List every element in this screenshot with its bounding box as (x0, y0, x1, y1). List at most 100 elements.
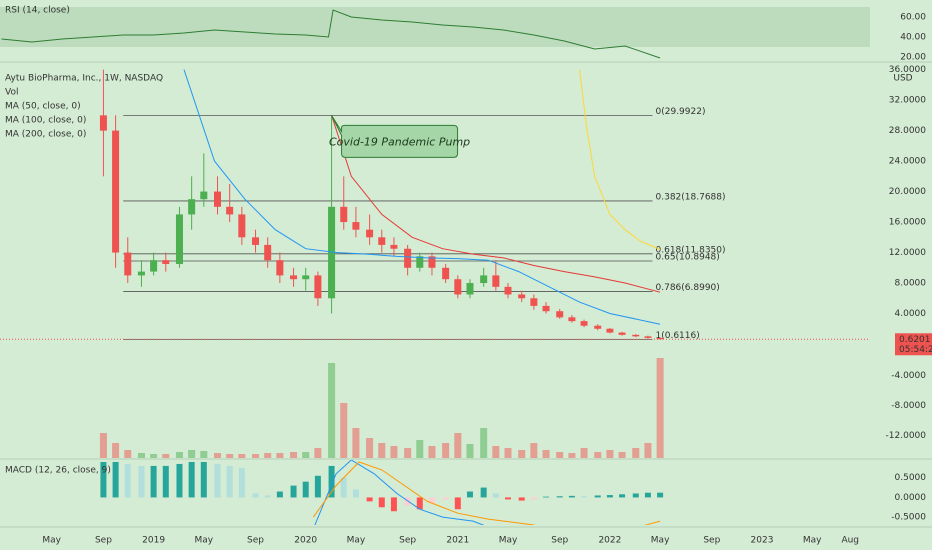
macd-bar (581, 496, 588, 498)
volume-bar (556, 452, 564, 458)
candle-body (504, 286, 512, 295)
fib-label: 0.618(11.8350) (656, 245, 726, 255)
macd-bar (238, 467, 245, 498)
price-tick-label: 4.0000 (895, 309, 927, 319)
pane (100, 460, 664, 525)
fib-label: 0.382(18.7688) (656, 192, 726, 202)
chart-title: Aytu BioPharma, Inc., 1W, NASDAQ (5, 74, 163, 84)
macd-bar (480, 487, 487, 498)
macd-bar (290, 485, 297, 498)
price-tick-label: 24.0000 (889, 157, 926, 167)
macd-bar (214, 463, 221, 498)
x-tick-label: May (42, 536, 61, 546)
volume-bar (226, 454, 234, 458)
candle-body (150, 260, 158, 272)
macd-bar (162, 465, 169, 498)
macd-bar (390, 497, 397, 512)
macd-bar (518, 497, 525, 501)
x-tick-label: 2022 (598, 536, 621, 546)
macd-bar (188, 461, 195, 498)
candle-body (124, 252, 132, 276)
macd-bar (619, 494, 626, 498)
macd-title: MACD (12, 26, close, 9) (5, 466, 111, 476)
x-tick-label: Sep (247, 536, 264, 546)
candle-body (175, 214, 183, 264)
macd-bar (606, 495, 613, 498)
candle-body (530, 298, 538, 306)
volume-bar (492, 446, 500, 458)
candle-body (238, 214, 246, 238)
volume-bar (162, 454, 170, 458)
candle-body (226, 206, 234, 215)
macd-bar (644, 492, 651, 498)
volume-bar (580, 448, 588, 458)
volume-bar (404, 448, 412, 458)
candle-body (442, 267, 450, 280)
rsi-band (0, 7, 870, 47)
volume-bar (200, 451, 208, 458)
currency: USD (893, 74, 912, 84)
x-tick-label: Sep (399, 536, 416, 546)
macd-bar (466, 491, 473, 498)
volume-tick-label: -4.0000 (891, 371, 926, 381)
macd-bar (314, 475, 321, 498)
macd-bar (200, 461, 207, 498)
candle-body (352, 222, 360, 230)
volume-bar (442, 443, 450, 458)
candle-body (492, 275, 500, 287)
candle-body (112, 130, 120, 253)
macd-bar (328, 465, 335, 498)
volume-bar (328, 363, 336, 458)
macd-bar (556, 496, 563, 498)
fib-label: 1(0.6116) (656, 331, 700, 341)
price-tick-label: 12.0000 (889, 248, 926, 258)
volume-bar (302, 452, 310, 458)
fib-label: 0(29.9922) (656, 107, 706, 117)
volume-bar (416, 440, 424, 458)
annotation-box (331, 115, 459, 158)
candle-body (188, 199, 196, 215)
volume-tick-label: -8.0000 (891, 401, 926, 411)
x-tick-label: May (651, 536, 670, 546)
volume-bar (606, 450, 614, 458)
volume-tick-label: -12.0000 (886, 431, 927, 441)
volume-bar (568, 453, 576, 458)
x-tick-label: Sep (703, 536, 720, 546)
candle-body (632, 334, 640, 337)
fib-label: 0.65(10.8948) (656, 252, 720, 262)
macd-bar (276, 491, 283, 498)
volume-bar (188, 450, 196, 458)
volume-bar (428, 446, 436, 458)
macd-bar (505, 497, 512, 500)
macd-bar (657, 492, 664, 498)
macd-bar (112, 461, 119, 498)
volume-bar (340, 403, 348, 458)
macd-bar (138, 465, 145, 498)
macd-bar (594, 495, 601, 498)
volume-bar (124, 450, 132, 458)
volume-bar (542, 450, 550, 458)
x-tick-label: May (347, 536, 366, 546)
macd-bar (492, 493, 499, 498)
volume-bar (518, 450, 526, 458)
volume-bar (480, 428, 488, 458)
volume-bar (390, 446, 398, 458)
volume-bar (252, 454, 260, 458)
candle-body (580, 321, 588, 326)
x-tick-label: May (195, 536, 214, 546)
macd-bar (454, 497, 461, 510)
price-tick-label: 36.0000 (889, 65, 926, 75)
candle-body (276, 260, 284, 276)
volume-bar (112, 443, 120, 458)
candle-body (302, 275, 310, 280)
rsi-tick-label: 20.00 (900, 53, 926, 63)
volume-bar (530, 443, 538, 458)
macd-bar (428, 497, 435, 504)
candle-body (290, 275, 298, 280)
candle-body (542, 305, 550, 312)
candle-body (594, 325, 602, 329)
volume-bar (150, 454, 158, 458)
candle-body (518, 294, 526, 299)
ma-legend: MA (50, close, 0) (5, 102, 81, 112)
candle-body (568, 317, 576, 322)
